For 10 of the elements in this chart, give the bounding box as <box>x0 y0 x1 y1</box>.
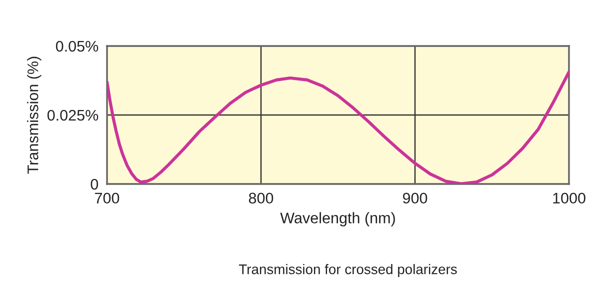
y-tick-label: 0.025% <box>47 110 98 121</box>
y-axis-title: Transmission (%) <box>27 56 42 174</box>
y-tick-label: 0.05% <box>56 40 98 52</box>
text: Transmission for crossed polarizers <box>238 264 457 277</box>
y-tick-label: 0 <box>90 178 98 190</box>
x-tick-label: 700 <box>95 192 120 204</box>
x-tick-label: 900 <box>402 192 428 204</box>
x-axis-title: Wavelength (nm) <box>280 212 395 226</box>
x-tick-label: 1000 <box>553 192 586 204</box>
x-tick-label: 800 <box>248 192 274 204</box>
